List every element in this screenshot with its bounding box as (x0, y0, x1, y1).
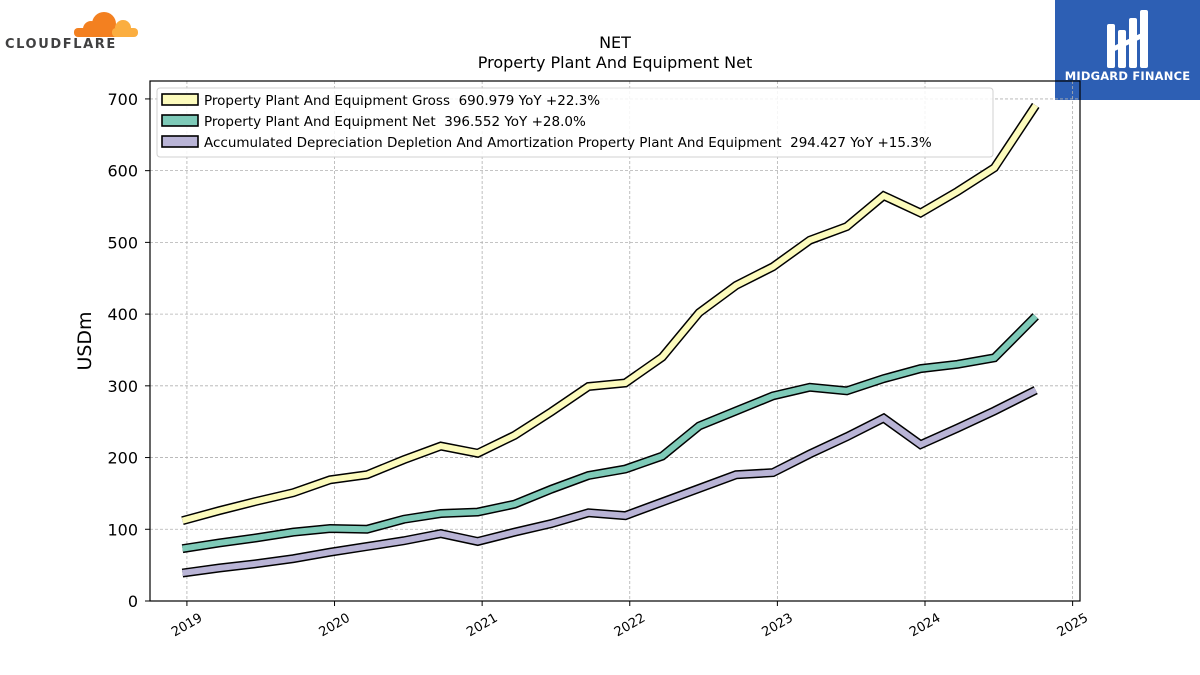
y-tick-label: 100 (107, 520, 138, 539)
y-tick-label: 300 (107, 377, 138, 396)
series-layer (181, 102, 1040, 578)
legend: Property Plant And Equipment Gross 690.9… (156, 87, 994, 158)
chart-subtitle: Property Plant And Equipment Net (478, 53, 753, 72)
legend-swatch-0 (161, 93, 199, 106)
series-outline-0 (181, 102, 1040, 526)
cloudflare-logo (74, 12, 138, 37)
x-tick-label: 2023 (760, 611, 796, 641)
midgard-finance-logo: MIDGARD FINANCE (1055, 0, 1200, 100)
series-line-2 (182, 387, 1038, 577)
midgard-finance-wordmark: MIDGARD FINANCE (1064, 69, 1191, 83)
legend-swatch-1 (161, 114, 199, 127)
legend-swatch-2 (161, 135, 199, 148)
x-tick-label: 2025 (1055, 611, 1091, 641)
y-tick-label: 0 (128, 592, 138, 611)
y-tick-label: 700 (107, 90, 138, 109)
series-line-0 (181, 103, 1039, 524)
cloud-icon (74, 12, 138, 37)
x-tick-label: 2022 (612, 611, 648, 641)
legend-box (156, 87, 994, 158)
y-tick-label: 400 (107, 305, 138, 324)
x-tick-label: 2020 (317, 611, 353, 641)
x-tick-label: 2019 (169, 611, 205, 641)
legend-label-0: Property Plant And Equipment Gross 690.9… (204, 93, 600, 109)
y-tick-label: 600 (107, 162, 138, 181)
midgard-mark-icon (1107, 10, 1148, 68)
cloudflare-wordmark: CLOUDFLARE (5, 37, 117, 52)
y-axis-label: USDm (74, 311, 96, 370)
legend-label-2: Accumulated Depreciation Depletion And A… (204, 135, 932, 151)
series-line-1 (182, 314, 1038, 552)
grid-lines (150, 81, 1080, 602)
plot-frame (149, 80, 1081, 602)
x-tick-label: 2021 (464, 611, 500, 641)
y-tick-label: 500 (107, 233, 138, 252)
legend-label-1: Property Plant And Equipment Net 396.552… (204, 114, 586, 130)
series-outline-2 (181, 386, 1038, 578)
x-tick-label: 2024 (907, 611, 943, 641)
chart-title: NET (599, 33, 631, 52)
y-tick-label: 200 (107, 449, 138, 468)
